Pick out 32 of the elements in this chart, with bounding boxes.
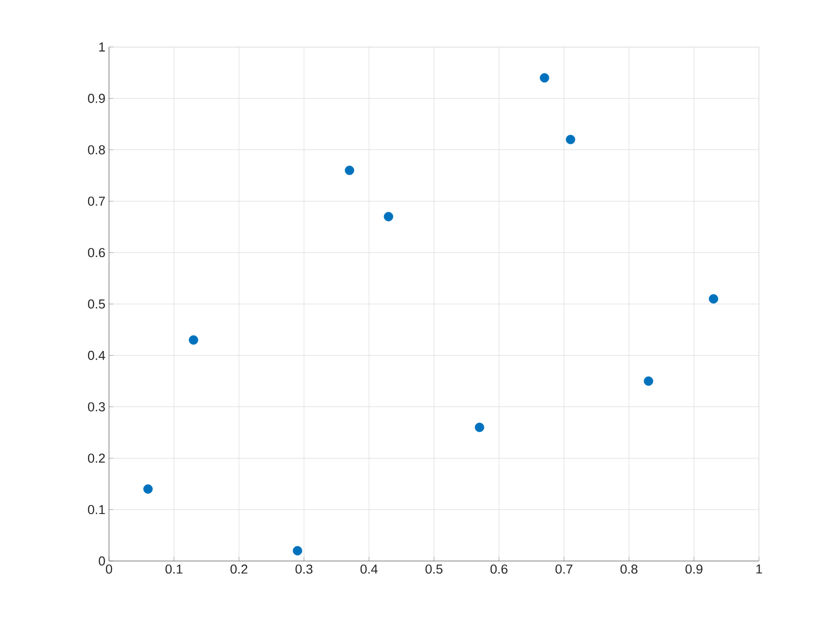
- point: [292, 546, 302, 556]
- x-tick-label: 0.1: [166, 564, 182, 574]
- point: [474, 422, 484, 432]
- x-tick-label: 1: [756, 564, 762, 574]
- x-tick-label: 0.2: [230, 564, 248, 574]
- y-tick-label: 0: [98, 556, 105, 566]
- point: [344, 166, 354, 176]
- x-tick-label: 0.6: [490, 564, 508, 574]
- point: [143, 484, 153, 494]
- y-tick-label: 0.1: [88, 505, 105, 514]
- point: [384, 212, 394, 222]
- point: [188, 335, 198, 345]
- y-tick-label: 1: [99, 42, 105, 52]
- y-tick-label: 0.7: [88, 196, 105, 206]
- point: [644, 376, 654, 386]
- x-tick-label: 0: [106, 564, 112, 574]
- y-tick-label: 0.9: [88, 94, 105, 103]
- point: [566, 134, 576, 144]
- x-tick-label: 0.9: [686, 564, 702, 574]
- y-tick-label: 0.8: [88, 145, 105, 154]
- y-tick-label: 0.4: [88, 350, 106, 360]
- x-tick-label: 0.8: [620, 564, 638, 574]
- y-tick-label: 0.6: [88, 248, 105, 258]
- y-tick-label: 0.3: [88, 402, 105, 412]
- point: [708, 294, 718, 304]
- x-tick-label: 0.7: [556, 564, 572, 574]
- x-tick-label: 0.5: [426, 564, 442, 574]
- y-tick-label: 0.2: [88, 454, 105, 463]
- x-tick-label: 0.3: [296, 564, 312, 574]
- x-tick-label: 0.4: [360, 564, 378, 574]
- point: [540, 73, 550, 83]
- y-tick-label: 0.5: [88, 299, 105, 309]
